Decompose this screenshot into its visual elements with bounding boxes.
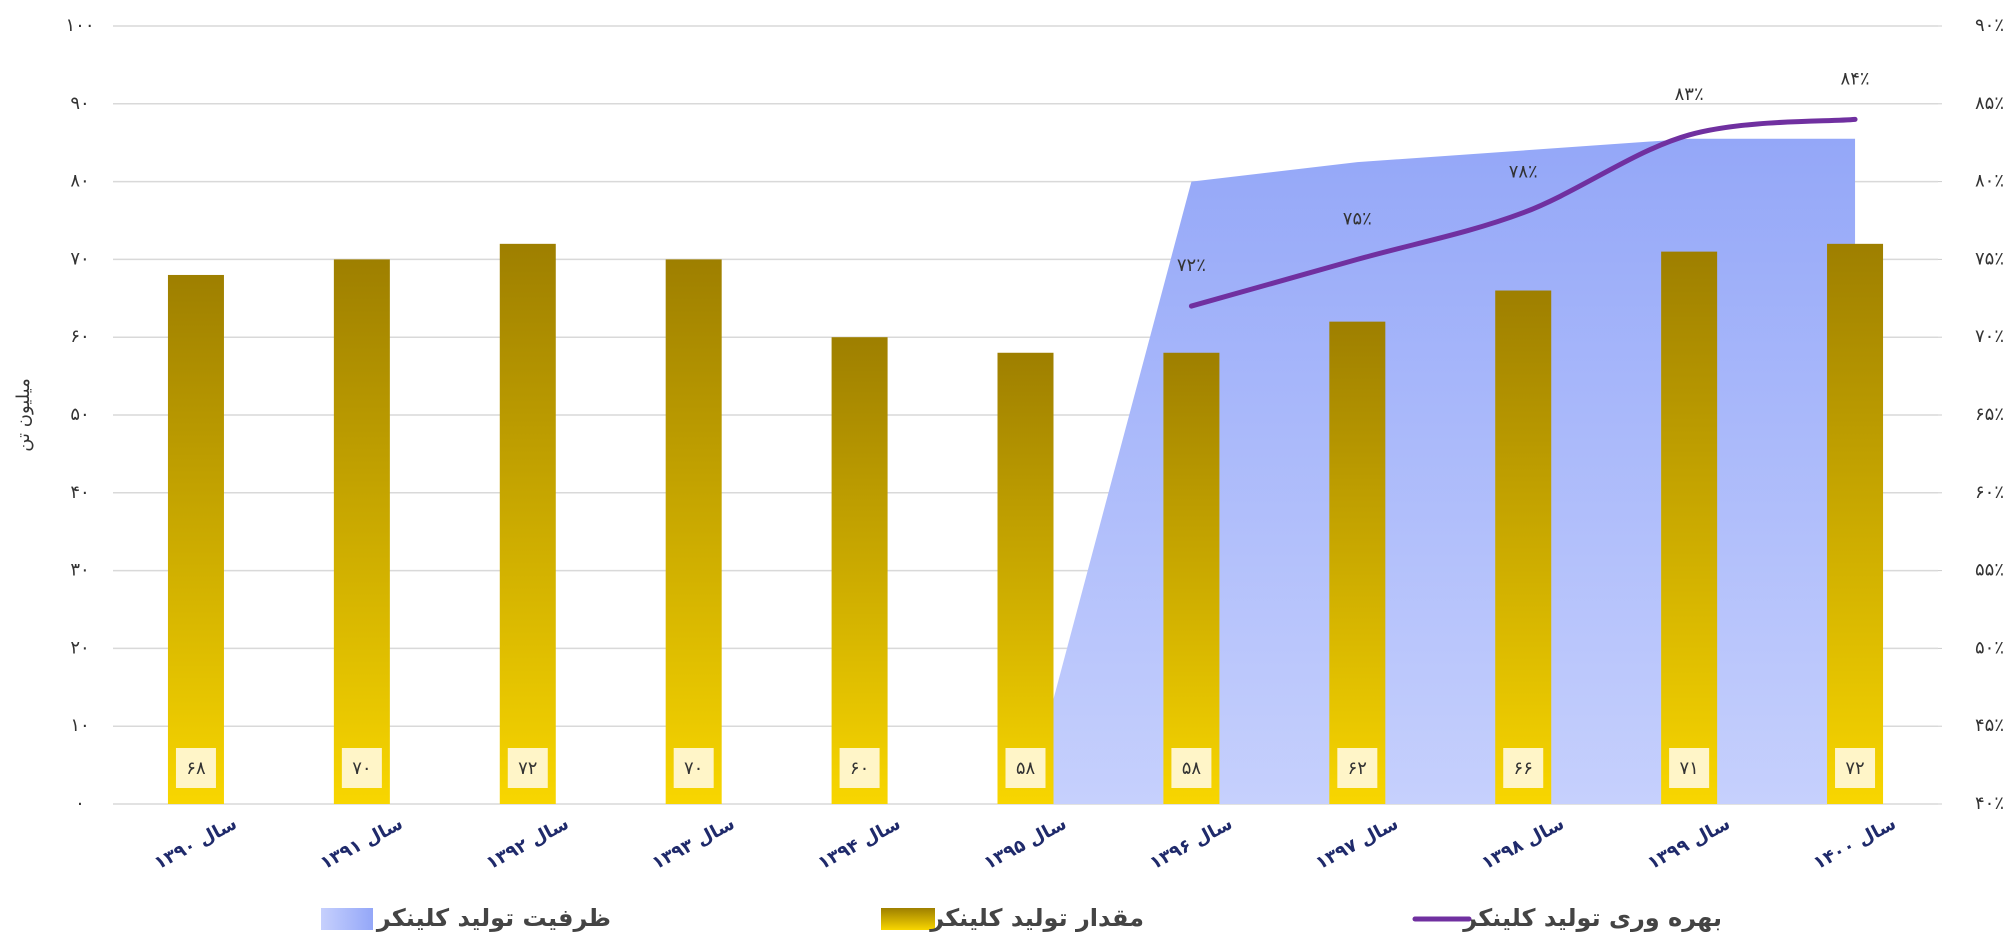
- bar-label-box: [175, 748, 216, 788]
- bar-label-box: [1669, 748, 1710, 788]
- productivity-line: [1188, 116, 1858, 309]
- bar-value-label: ۶۰: [850, 758, 869, 779]
- capacity-area: [1025, 138, 1856, 804]
- bar-value-label: ۷۲: [1845, 758, 1864, 779]
- x-tick-label: سال ۱۳۹۲: [483, 813, 573, 874]
- legend-label: بهره وری تولید کلینکر: [1462, 904, 1722, 932]
- bar-value-label: ۷۰: [352, 758, 371, 779]
- y-tick-label: ۸۰: [70, 171, 89, 192]
- y-tick-label: ۹۰: [70, 93, 89, 114]
- y-axis-title: میلیون تن: [13, 378, 34, 451]
- bar-label-box: [1835, 748, 1876, 788]
- bar-value-label: ۵۸: [1016, 758, 1036, 779]
- bar: [1329, 321, 1386, 804]
- y-tick-label: ۶۰: [70, 326, 89, 347]
- line-value-label: ۷۲٪: [1177, 255, 1206, 276]
- bar-value-label: ۷۰: [684, 758, 703, 779]
- x-tick-label: سال ۱۳۹۷: [1312, 813, 1402, 874]
- x-tick-label: سال ۱۳۹۵: [980, 813, 1070, 874]
- bar-label-box: [507, 748, 548, 788]
- x-tick-label: سال ۱۳۹۳: [649, 813, 739, 874]
- bar-label-box: [1337, 748, 1378, 788]
- x-tick-label: سال ۱۳۹۴: [815, 813, 905, 874]
- bar: [665, 259, 722, 804]
- bar-label-box: [1171, 748, 1212, 788]
- bar: [1661, 251, 1718, 804]
- y-tick-label: ۵۰: [70, 404, 89, 425]
- y2-tick-label: ۸۰٪: [1975, 171, 2004, 192]
- bar-value-label: ۶۸: [186, 758, 206, 779]
- bar-value-label: ۷۲: [518, 758, 537, 779]
- bar: [1495, 290, 1552, 804]
- legend-swatch: [321, 908, 373, 930]
- x-tick-label: سال ۱۳۹۸: [1478, 813, 1568, 874]
- y-tick-label: ۴۰: [70, 482, 89, 503]
- y-tick-label: ۰: [75, 793, 85, 814]
- bar: [831, 337, 888, 804]
- bar-value-label: ۵۸: [1182, 758, 1202, 779]
- bar-label-box: [839, 748, 880, 788]
- bar: [1827, 243, 1884, 805]
- line-value-label: ۷۵٪: [1343, 208, 1372, 229]
- bar: [1163, 352, 1220, 804]
- x-tick-label: سال ۱۳۹۰: [151, 813, 241, 874]
- y2-tick-label: ۴۰٪: [1975, 793, 2004, 814]
- line-value-label: ۸۴٪: [1841, 68, 1870, 89]
- legend-label: مقدار تولید کلینکر: [929, 904, 1144, 932]
- x-tick-label: سال ۱۳۹۱: [317, 813, 407, 874]
- bar-label-box: [341, 748, 382, 788]
- bar: [167, 274, 224, 805]
- x-tick-label: سال ۱۳۹۹: [1644, 813, 1734, 874]
- bar-label-box: [1503, 748, 1544, 788]
- y2-tick-label: ۶۵٪: [1975, 404, 2004, 425]
- bar-value-label: ۶۶: [1514, 758, 1533, 779]
- line-value-label: ۸۳٪: [1675, 84, 1704, 105]
- bar: [997, 352, 1054, 804]
- y2-tick-label: ۶۰٪: [1975, 482, 2004, 503]
- y-tick-label: ۲۰: [70, 637, 89, 658]
- bar-value-label: ۶۲: [1348, 758, 1367, 779]
- y2-tick-label: ۴۵٪: [1975, 715, 2004, 736]
- legend-swatch: [881, 908, 935, 930]
- y2-tick-label: ۸۵٪: [1975, 93, 2004, 114]
- y2-tick-label: ۷۵٪: [1975, 248, 2004, 269]
- y2-tick-label: ۵۰٪: [1975, 637, 2004, 658]
- legend-label: ظرفیت تولید کلینکر: [376, 904, 611, 932]
- y-tick-label: ۳۰: [70, 560, 89, 581]
- y-tick-label: ۱۰۰: [65, 15, 94, 36]
- bar: [333, 259, 390, 804]
- y2-tick-label: ۹۰٪: [1975, 15, 2004, 36]
- marks: [167, 116, 1884, 805]
- bar-value-label: ۷۱: [1679, 758, 1698, 779]
- x-tick-label: سال ۱۳۹۶: [1146, 813, 1236, 874]
- bar-label-box: [673, 748, 714, 788]
- line-value-label: ۷۸٪: [1509, 162, 1538, 183]
- bar-label-box: [1005, 748, 1046, 788]
- y-tick-label: ۷۰: [70, 248, 89, 269]
- y-tick-label: ۱۰: [70, 715, 89, 736]
- x-tick-label: سال ۱۴۰۰: [1810, 813, 1900, 874]
- y2-tick-label: ۵۵٪: [1975, 560, 2004, 581]
- bar: [499, 243, 556, 805]
- y2-tick-label: ۷۰٪: [1975, 326, 2004, 347]
